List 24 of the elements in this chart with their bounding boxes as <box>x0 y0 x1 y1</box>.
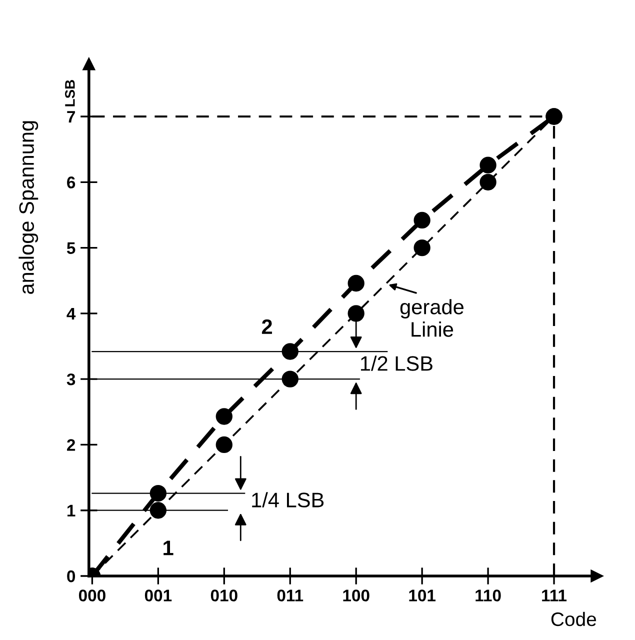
x-axis-title: Code <box>551 612 596 626</box>
annotation: 1/2 LSB <box>360 356 432 371</box>
y-tick-label: 1 <box>67 504 76 516</box>
y-tick-label: 0 <box>67 570 76 582</box>
x-tick-label: 110 <box>476 590 501 602</box>
x-tick-label: 000 <box>78 590 106 602</box>
annotation: gerade Linie <box>400 299 464 337</box>
y-tick-label: 2 <box>67 439 76 451</box>
x-tick-label: 111 <box>542 590 567 602</box>
y-axis-title: analoge Spannung <box>18 121 38 294</box>
y-tick-label: 5 <box>66 242 76 254</box>
annotation: 1/4 LSB <box>252 492 324 508</box>
x-tick-label: 011 <box>277 590 304 602</box>
series-label: 2 <box>262 319 272 334</box>
text: LSB <box>65 80 75 106</box>
y-tick-label: 3 <box>66 373 76 386</box>
x-tick-label: 001 <box>144 590 172 602</box>
x-tick-label: 101 <box>409 590 436 602</box>
x-tick-label: 100 <box>343 590 370 602</box>
y-tick-label: 6 <box>67 176 76 188</box>
y-tick-label: 4 <box>66 308 76 320</box>
series-label: 1 <box>164 540 174 556</box>
y-tick-label: 7 <box>67 111 75 123</box>
x-tick-label: 010 <box>210 590 238 602</box>
